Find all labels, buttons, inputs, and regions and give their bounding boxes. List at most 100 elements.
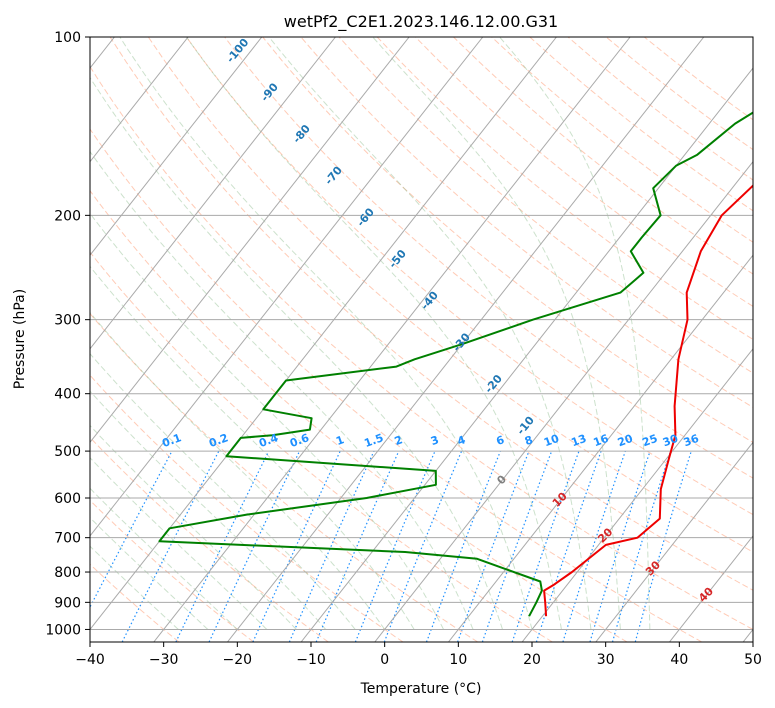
dry-adiabat [90, 499, 254, 642]
y-tick-label: 400 [54, 387, 81, 403]
mixing-ratio-line [425, 450, 501, 642]
moist-adiabat [90, 353, 356, 630]
x-tick-label: −20 [223, 652, 253, 668]
moist-adiabat [499, 37, 651, 630]
isotherm-line [227, 37, 705, 642]
plot-frame [89, 36, 754, 643]
mixing-ratio-label: 8 [523, 433, 535, 448]
x-axis-title: Temperature (°C) [360, 681, 482, 697]
mixing-ratio-label: 3 [429, 433, 441, 448]
isotherm-line [595, 441, 753, 642]
temperature-profile [543, 184, 753, 617]
chart-title: wetPf2_C2E1.2023.146.12.00.G31 [284, 12, 558, 32]
isotherm-line [448, 254, 753, 642]
dry-adiabat [90, 189, 628, 642]
mixing-ratio-label: 20 [616, 432, 635, 450]
dry-adiabat [185, 37, 753, 516]
dry-adiabat [90, 563, 180, 642]
moist-adiabat [119, 37, 533, 630]
y-tick-label: 200 [54, 208, 81, 224]
moist-adiabat [90, 212, 445, 630]
dry-adiabat [338, 37, 753, 374]
moist-adiabat [185, 37, 562, 630]
y-axis-title: Pressure (hPa) [12, 289, 28, 389]
isotherm-line [669, 535, 753, 642]
mixing-ratio-label: 16 [592, 432, 611, 450]
y-tick-label: 300 [54, 313, 81, 329]
moist-adiabat [90, 76, 503, 630]
x-tick-label: −30 [149, 652, 179, 668]
dry-adiabat [90, 312, 478, 642]
x-tick-label: 10 [449, 652, 467, 668]
moist-adiabat [90, 424, 297, 630]
axis-ticks: −40 −30 −20 −10 0 10 20 30 40 5010020030040050060… [45, 30, 762, 668]
mixing-ratio-line [562, 450, 626, 642]
mixing-ratio-label: 10 [542, 432, 561, 450]
y-tick-label: 600 [54, 491, 81, 507]
mixing-ratio-label: 30 [661, 432, 680, 450]
x-tick-label: −10 [296, 652, 326, 668]
mixing-ratio-line [589, 450, 651, 642]
mixing-ratio-label: 4 [456, 433, 468, 448]
isotherm-line [300, 67, 753, 642]
mixing-ratio-label: 36 [682, 432, 701, 450]
background-lines [90, 37, 753, 642]
isotherm-line [90, 37, 484, 537]
x-tick-label: 20 [523, 652, 541, 668]
isotherm-line [90, 37, 189, 163]
dry-adiabat [224, 37, 753, 479]
moist-adiabat [90, 150, 474, 630]
mixing-ratio-line [481, 450, 553, 642]
isotherm-line [90, 37, 410, 444]
mixing-ratio-label: 0.1 [160, 431, 183, 450]
x-tick-label: −40 [75, 652, 105, 668]
profile-lines [158, 111, 753, 617]
mixing-ratio-line [90, 450, 173, 609]
dry-adiabat [262, 37, 753, 443]
inline-labels: 010203040-100-90-80-70-60-50-40-30-20-10… [160, 36, 716, 605]
mixing-ratio-label: 13 [569, 432, 588, 449]
x-tick-label: 30 [597, 652, 615, 668]
mixing-ratio-label: 0.2 [207, 431, 230, 450]
moist-adiabat [372, 37, 621, 630]
mixing-ratio-line [354, 450, 436, 642]
x-tick-label: 0 [380, 652, 389, 668]
mixing-ratio-label: 0.6 [288, 431, 311, 450]
mixing-ratio-label: 2 [393, 433, 405, 448]
dry-adiabat [90, 251, 553, 642]
x-tick-label: 40 [670, 652, 688, 668]
y-tick-label: 100 [54, 30, 81, 46]
isotherm-line [153, 37, 631, 642]
dry-adiabat [90, 128, 703, 642]
mixing-ratio-line [535, 450, 602, 642]
mixing-ratio-label: 25 [640, 432, 659, 449]
mixing-ratio-line [457, 450, 530, 642]
dry-adiabat [90, 65, 753, 630]
moist-adiabat [268, 37, 592, 630]
y-tick-label: 800 [54, 565, 81, 581]
mixing-ratio-label: 6 [494, 433, 506, 448]
mixing-ratio-line [288, 450, 375, 642]
x-tick-label: 50 [744, 652, 762, 668]
y-tick-label: 700 [54, 531, 81, 547]
dry-adiabat [90, 436, 329, 642]
mixing-ratio-label: 1.5 [362, 431, 385, 450]
mixing-ratio-line [611, 450, 672, 642]
isotherm-line [374, 160, 753, 642]
mixing-ratio-label: 0.4 [257, 431, 280, 450]
mixing-ratio-line [511, 450, 580, 642]
y-tick-label: 1000 [45, 622, 81, 638]
isotherm-line [90, 37, 336, 350]
isotherm-line [90, 37, 263, 257]
dry-adiabat [415, 37, 753, 307]
mixing-ratio-line [315, 450, 400, 642]
moist-adiabat [90, 457, 268, 630]
y-tick-label: 900 [54, 595, 81, 611]
isotherm-line [521, 347, 753, 642]
moist-adiabat [90, 390, 327, 630]
mixing-ratio-label: 1 [334, 433, 346, 448]
y-tick-label: 500 [54, 444, 81, 460]
dewpoint-profile [158, 111, 753, 617]
moist-adiabat [90, 311, 386, 630]
